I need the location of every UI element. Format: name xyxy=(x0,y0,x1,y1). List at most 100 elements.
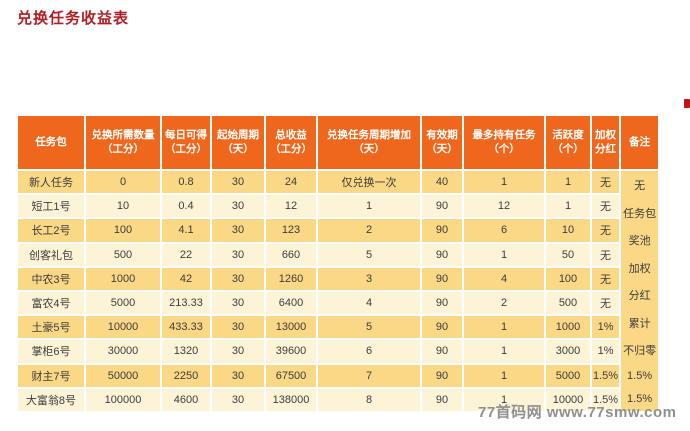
task-name-cell: 土豪5号 xyxy=(18,316,84,339)
task-name-cell: 中农3号 xyxy=(18,267,84,290)
table-cell: 1 xyxy=(464,388,544,411)
table-cell: 30 xyxy=(212,195,264,218)
table-cell: 10 xyxy=(86,195,160,218)
table-cell: 无 xyxy=(592,171,620,194)
table-cell: 6400 xyxy=(266,291,316,315)
table-cell: 30000 xyxy=(86,340,160,363)
table-cell: 3 xyxy=(318,267,420,290)
page-title: 兑换任务收益表 xyxy=(17,10,130,27)
remark-line: 累计 xyxy=(628,317,651,330)
table-row: 财主7号 50000 2250 30 67500 7 90 1 5000 1.5… xyxy=(18,364,658,387)
table-cell: 4.1 xyxy=(162,219,210,242)
table-cell: 1% xyxy=(592,316,620,339)
table-cell: 6 xyxy=(318,340,420,363)
table-cell: 90 xyxy=(422,316,462,339)
remarks-stack: 无 任务包 奖池 加权 分红 累计 不归零 1.5% 1.5% xyxy=(622,177,657,405)
table-cell: 5000 xyxy=(546,364,590,387)
table-cell: 213.33 xyxy=(162,291,210,315)
header-daily-gain: 每日可得（工分） xyxy=(162,116,210,169)
remark-line: 加权 xyxy=(628,262,651,275)
table-cell: 50 xyxy=(546,243,590,266)
table-cell: 1% xyxy=(592,340,620,363)
table-cell: 5000 xyxy=(86,291,160,315)
table-cell: 2 xyxy=(318,219,420,242)
table-cell: 仅兑换一次 xyxy=(318,171,420,194)
table-cell: 1 xyxy=(318,195,420,218)
table-cell: 30 xyxy=(212,267,264,290)
table-cell: 22 xyxy=(162,243,210,266)
table-cell: 13000 xyxy=(266,316,316,339)
table-cell: 30 xyxy=(212,388,264,411)
table-cell: 1 xyxy=(546,195,590,218)
table-cell: 4 xyxy=(318,291,420,315)
table-cell: 1 xyxy=(464,171,544,194)
remark-line: 无 xyxy=(634,180,646,192)
header-required-quantity: 兑换所需数量（工分） xyxy=(86,116,160,169)
table-row: 新人任务 0 0.8 30 24 仅兑换一次 40 1 1 无 无 任务包 奖池… xyxy=(18,171,659,411)
header-validity: 有效期（天） xyxy=(422,116,462,169)
table-row: 土豪5号 10000 433.33 30 13000 5 90 1 1000 1… xyxy=(18,316,658,339)
header-cycle-increase: 兑换任务周期增加（天） xyxy=(318,116,420,169)
table-cell: 1320 xyxy=(162,340,210,363)
table-cell: 1 xyxy=(464,340,544,363)
table-cell: 10000 xyxy=(546,388,590,411)
table-row: 长工2号 100 4.1 30 123 2 90 6 10 无 xyxy=(18,219,658,242)
header-row: 任务包 兑换所需数量（工分） 每日可得（工分） 起始周期（天） 总收益（工分） … xyxy=(18,116,659,169)
table-cell: 0 xyxy=(86,171,160,194)
remark-line: 不归零 xyxy=(623,345,657,357)
task-name-cell: 新人任务 xyxy=(18,171,84,194)
table-cell: 1000 xyxy=(86,267,160,290)
table-cell: 90 xyxy=(422,243,462,266)
table-cell: 100 xyxy=(546,267,590,290)
task-name-cell: 大富翁8号 xyxy=(18,388,84,411)
table-cell: 无 xyxy=(592,267,620,290)
table-cell: 10000 xyxy=(86,316,160,339)
header-activity: 活跃度（个） xyxy=(546,116,590,169)
table-cell: 42 xyxy=(162,267,210,290)
header-weighted-dividend: 加权分红 xyxy=(592,116,620,169)
table-row: 短工1号 10 0.4 30 12 1 90 12 1 无 xyxy=(18,195,658,218)
remark-line: 分红 xyxy=(628,290,651,302)
table-cell: 30 xyxy=(212,219,264,242)
watermark-text: 77首码网 www.77smw.com xyxy=(478,404,677,421)
table-cell: 1 xyxy=(464,316,544,339)
remark-line: 1.5% xyxy=(627,369,653,382)
task-name-cell: 长工2号 xyxy=(18,219,84,242)
table-cell: 24 xyxy=(266,171,316,194)
table-cell: 1.5% xyxy=(592,388,620,411)
task-name-cell: 富农4号 xyxy=(18,291,84,315)
table-cell: 4 xyxy=(464,267,544,290)
table-cell: 40 xyxy=(422,171,462,194)
table-row: 大富翁8号 100000 4600 30 138000 8 90 1 10000… xyxy=(18,388,658,411)
table-cell: 2 xyxy=(464,291,544,315)
table-cell: 0.8 xyxy=(162,171,210,194)
table-cell: 90 xyxy=(422,340,462,363)
table-cell: 67500 xyxy=(266,364,316,387)
table-cell: 10 xyxy=(546,219,590,242)
table-cell: 5 xyxy=(318,316,420,339)
table-cell: 0.4 xyxy=(162,195,210,218)
table-cell: 无 xyxy=(592,243,620,266)
table-cell: 7 xyxy=(318,364,420,387)
table-row: 创客礼包 500 22 30 660 5 90 1 50 无 xyxy=(18,243,658,266)
table-cell: 无 xyxy=(592,195,620,218)
table-cell: 500 xyxy=(86,243,160,266)
table-cell: 90 xyxy=(422,195,462,218)
table-cell: 30 xyxy=(212,316,264,339)
table-cell: 30 xyxy=(212,340,264,363)
table-cell: 1 xyxy=(464,243,544,266)
table-cell: 1260 xyxy=(266,267,316,290)
income-table: 任务包 兑换所需数量（工分） 每日可得（工分） 起始周期（天） 总收益（工分） … xyxy=(16,114,661,413)
table-cell: 138000 xyxy=(266,388,316,411)
table-cell: 90 xyxy=(422,364,462,387)
table-cell: 90 xyxy=(422,388,462,411)
table-cell: 1.5% xyxy=(592,364,620,387)
table-cell: 50000 xyxy=(86,364,160,387)
table-cell: 1 xyxy=(464,364,544,387)
table-cell: 90 xyxy=(422,267,462,290)
table-cell: 30 xyxy=(212,243,264,266)
task-name-cell: 短工1号 xyxy=(18,195,84,218)
table-cell: 30 xyxy=(212,364,264,387)
table-cell: 5 xyxy=(318,243,420,266)
table-cell: 4600 xyxy=(162,388,210,411)
